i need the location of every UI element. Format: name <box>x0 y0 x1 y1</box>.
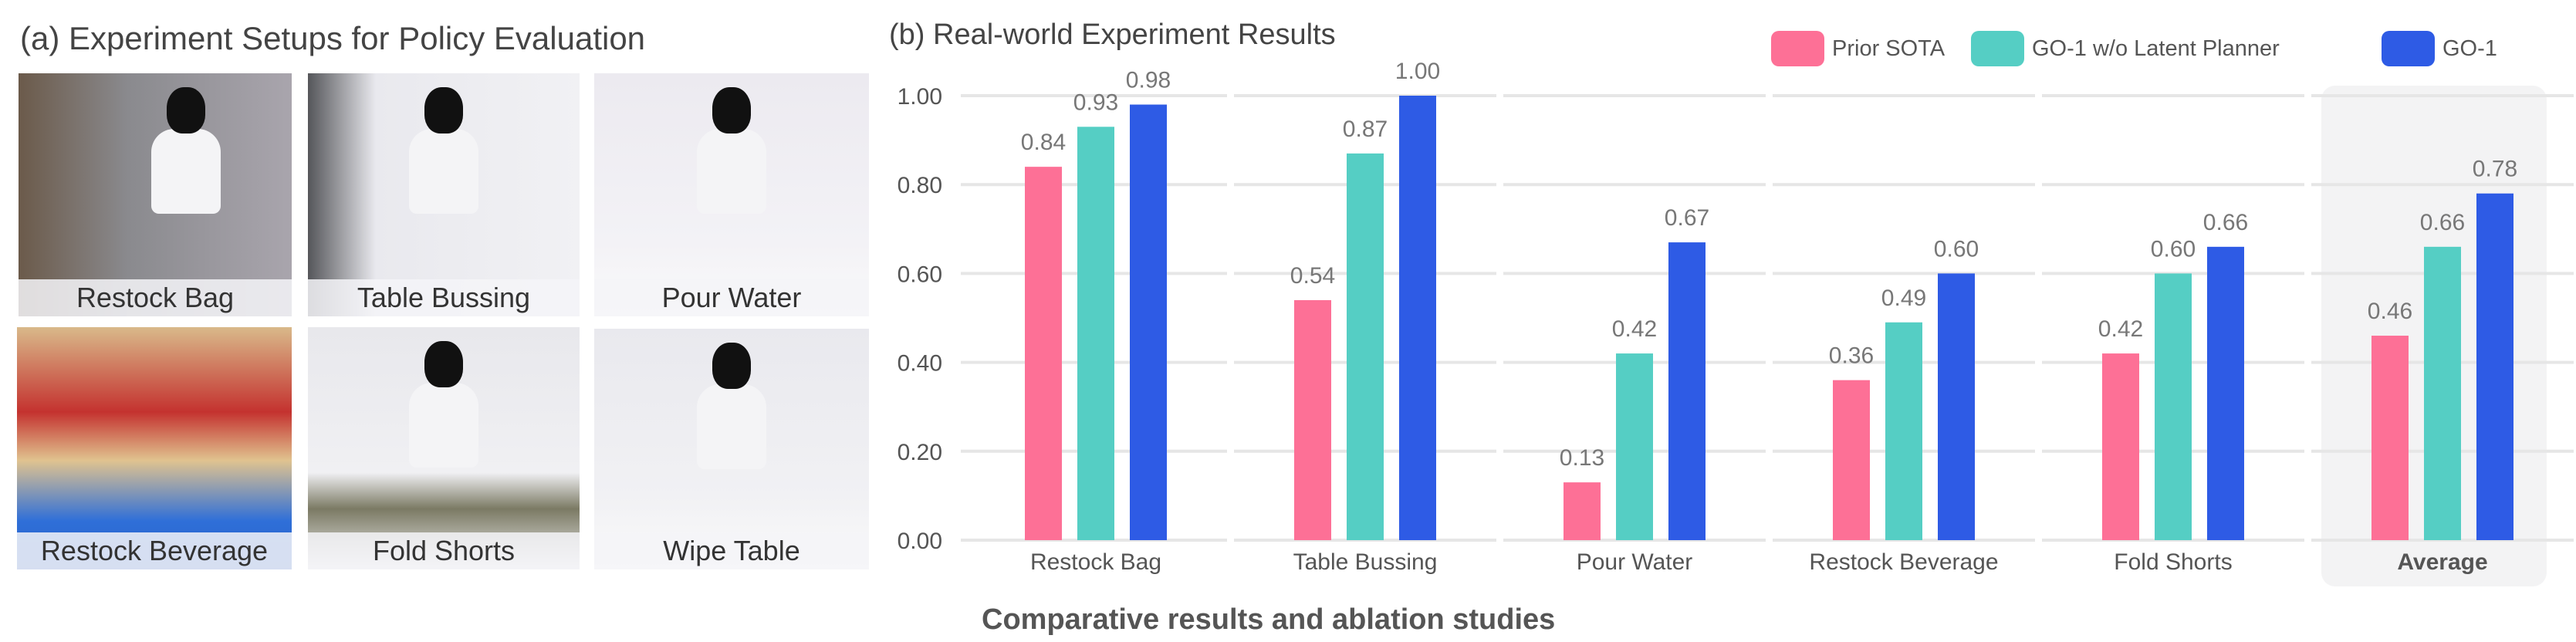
legend-label: GO-1 w/o Latent Planner <box>2032 35 2280 61</box>
bar <box>1938 273 1975 540</box>
bar <box>1885 322 1922 540</box>
robot-head <box>712 87 751 133</box>
y-tick-label: 1.00 <box>898 84 942 110</box>
bar-value-label: 1.00 <box>1395 59 1440 84</box>
robot-body <box>697 129 766 214</box>
bar <box>1616 353 1653 540</box>
bar <box>2424 246 2461 540</box>
bar <box>2155 273 2192 540</box>
experiment-photo: Pour Water <box>594 73 869 316</box>
legend-item: GO-1 w/o Latent Planner <box>1971 31 2280 66</box>
bar <box>1130 104 1167 540</box>
legend-swatch <box>1971 31 2024 66</box>
bar <box>1668 242 1706 540</box>
experiment-photo: Restock Bag <box>19 73 292 316</box>
photo-label: Wipe Table <box>594 532 869 569</box>
bar <box>1025 167 1062 540</box>
legend-swatch <box>1771 31 1824 66</box>
bar-value-label: 0.36 <box>1829 343 1874 369</box>
y-tick-label: 0.80 <box>898 173 942 198</box>
bar-value-label: 0.60 <box>1934 236 1979 262</box>
bar <box>2207 246 2244 540</box>
robot-head <box>424 87 463 133</box>
x-category-label: Table Bussing <box>1293 549 1438 575</box>
robot-body <box>409 383 478 468</box>
bar-value-label: 0.87 <box>1343 117 1388 142</box>
bar <box>1399 96 1436 540</box>
bar-value-label: 0.49 <box>1881 286 1926 311</box>
experiment-photo: Table Bussing <box>308 73 580 316</box>
bar-value-label: 0.66 <box>2203 210 2248 235</box>
bar-value-label: 0.13 <box>1560 445 1604 471</box>
experiment-photo: Fold Shorts <box>308 327 580 569</box>
bar <box>1294 299 1331 540</box>
legend-label: GO-1 <box>2442 35 2497 61</box>
y-tick-label: 0.20 <box>898 440 942 465</box>
experiment-photo: Restock Beverage <box>17 327 292 569</box>
y-tick-label: 0.40 <box>898 351 942 377</box>
robot-scene-image <box>17 327 292 569</box>
bar <box>1077 127 1114 540</box>
photo-label: Restock Beverage <box>17 532 292 569</box>
robot-head <box>424 341 463 387</box>
bar-value-label: 0.93 <box>1073 90 1118 115</box>
bar-value-label: 0.78 <box>2473 157 2517 182</box>
bar <box>2371 336 2409 540</box>
y-tick-label: 0.60 <box>898 262 942 287</box>
robot-head <box>712 343 751 389</box>
bar <box>1564 482 1601 540</box>
figure-caption: Comparative results and ablation studies <box>982 603 1556 636</box>
bar <box>2476 193 2513 540</box>
bar <box>2102 353 2139 540</box>
photo-label: Table Bussing <box>308 279 580 316</box>
bar <box>1347 153 1384 540</box>
y-tick-label: 0.00 <box>898 529 942 554</box>
bar-value-label: 0.67 <box>1665 205 1709 231</box>
legend-item: GO-1 <box>2382 31 2497 66</box>
bar-value-label: 0.98 <box>1126 68 1171 93</box>
bar-value-label: 0.66 <box>2420 210 2465 235</box>
x-category-label: Restock Beverage <box>1809 549 1998 575</box>
legend-item: Prior SOTA <box>1771 31 1945 66</box>
x-category-label: Fold Shorts <box>2114 549 2232 575</box>
legend-swatch <box>2382 31 2435 66</box>
bar-value-label: 0.46 <box>2368 299 2412 324</box>
x-category-label: Restock Bag <box>1030 549 1161 575</box>
bar-value-label: 0.42 <box>2098 316 2143 342</box>
photo-label: Pour Water <box>594 279 869 316</box>
experiment-photo: Wipe Table <box>594 329 869 569</box>
photo-label: Restock Bag <box>19 279 292 316</box>
photo-label: Fold Shorts <box>308 532 580 569</box>
robot-body <box>151 129 221 214</box>
bar-value-label: 0.42 <box>1612 316 1657 342</box>
x-category-label: Pour Water <box>1577 549 1693 575</box>
bar-value-label: 0.84 <box>1021 130 1066 155</box>
chart-title: (b) Real-world Experiment Results <box>889 19 1336 51</box>
x-category-label: Average <box>2397 549 2487 575</box>
bar-value-label: 0.54 <box>1290 263 1335 289</box>
legend-label: Prior SOTA <box>1832 35 1946 61</box>
left-panel-title: (a) Experiment Setups for Policy Evaluat… <box>20 20 646 56</box>
robot-head <box>167 87 205 133</box>
bar-value-label: 0.60 <box>2151 236 2196 262</box>
robot-body <box>409 129 478 214</box>
bar <box>1833 380 1870 540</box>
robot-body <box>697 384 766 469</box>
